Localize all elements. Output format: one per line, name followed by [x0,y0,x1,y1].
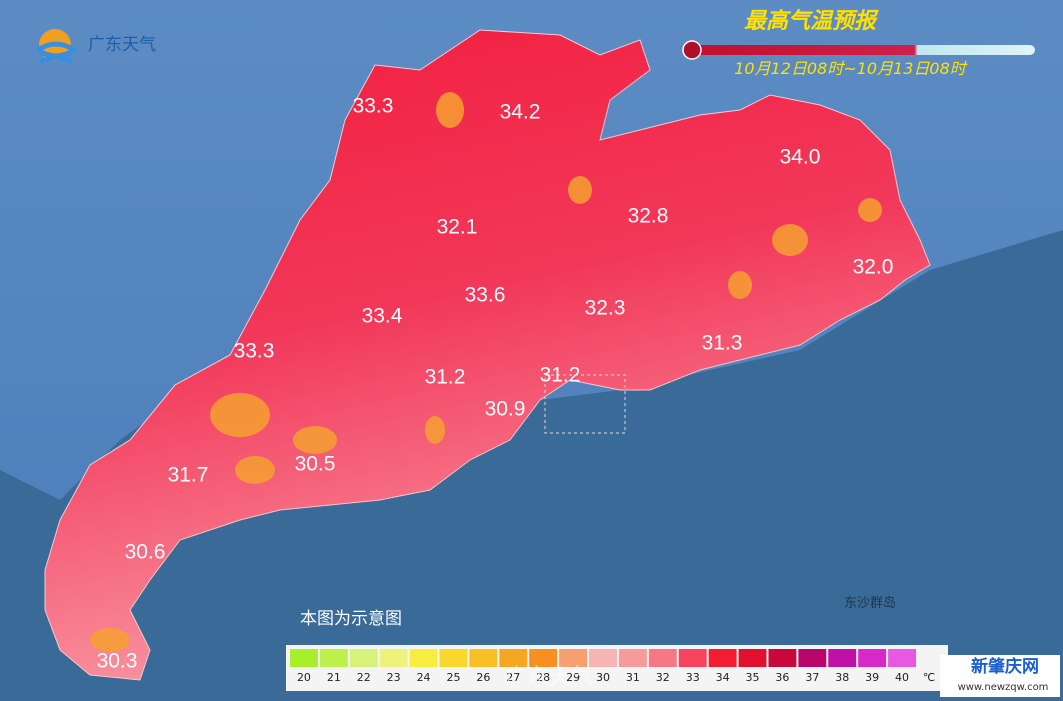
temperature-label: 33.3 [234,340,275,363]
legend-swatch [828,649,857,667]
legend-label: 37 [805,671,819,684]
guangdong-region [44,29,931,681]
legend-swatch [319,649,348,667]
legend-label: 21 [327,671,341,684]
legend-label: 40 [895,671,909,684]
temperature-label: 30.3 [97,650,138,673]
legend-swatch [858,649,887,667]
legend-label: 23 [387,671,401,684]
hk-macau-box [544,374,626,434]
site-name: 新肇庆网 [971,656,1039,677]
legend-label: 29 [566,671,580,684]
temperature-label: 34.0 [780,146,821,169]
temperature-label: 32.1 [437,216,478,239]
legend-label: 32 [656,671,670,684]
logo-text: 广东天气 [88,35,156,55]
legend-swatch [559,649,588,667]
legend-swatch [648,649,677,667]
legend-label: 26 [476,671,490,684]
thermometer-bulb [682,40,702,60]
legend-label: 35 [746,671,760,684]
legend-label: 36 [775,671,789,684]
temperature-label: 31.7 [168,464,209,487]
legend-unit: ℃ [923,671,935,684]
thermometer [690,45,1035,55]
site-url: www.newzqw.com [958,682,1049,693]
note: 本图为示意图 [300,609,402,629]
temperature-label: 32.3 [585,297,626,320]
temperature-label: 33.3 [353,95,394,118]
temperature-label: 33.4 [362,305,403,328]
legend-label: 24 [417,671,431,684]
city-labels: 33.3 34.2 34.0 32.1 32.8 32.0 33.6 33.4 32.3 33.3… [97,95,894,673]
legend-swatch [469,649,498,667]
heat-patches [90,92,882,652]
legend-swatch [618,649,647,667]
legend-swatch [738,649,767,667]
weibo-watermark: 广东天气 [505,665,593,690]
legend-label: 25 [446,671,460,684]
legend-swatch [768,649,797,667]
legend-label: 27 [506,671,520,684]
sea [0,230,1063,701]
site-badge [940,655,1060,697]
legend-swatch [798,649,827,667]
legend-label: 20 [297,671,311,684]
legend-label: 30 [596,671,610,684]
logo-wave [36,41,79,65]
legend: 20 21 22 23 24 25 26 27 28 29 30 31 32 33 34 35 36 37 38 39… [290,649,935,684]
temperature-label: 31.2 [425,366,466,389]
islands-label: 东沙群岛 [844,595,896,611]
legend-swatch [379,649,408,667]
legend-swatch [349,649,378,667]
legend-label: 28 [536,671,550,684]
temperature-label: 33.6 [465,284,506,307]
legend-swatch [708,649,737,667]
legend-swatch [529,649,558,667]
legend-swatch [888,649,916,667]
temperature-label: 32.0 [853,256,894,279]
temperature-label: 32.8 [628,205,669,228]
legend-label: 34 [716,671,730,684]
legend-label: 33 [686,671,700,684]
temperature-label: 30.5 [295,453,336,476]
legend-label: 38 [835,671,849,684]
legend-swatch [409,649,438,667]
temperature-label: 31.2 [540,364,581,387]
title: 最高气温预报 [744,8,879,34]
temperature-label: 30.6 [125,541,166,564]
legend-swatch [589,649,617,667]
temperature-label: 30.9 [485,398,526,421]
legend-swatch [678,649,707,667]
temperature-label: 31.3 [702,332,743,355]
legend-swatch [439,649,468,667]
legend-label: 39 [865,671,879,684]
legend-label: 22 [357,671,371,684]
legend-swatch [290,649,318,667]
legend-swatch [499,649,528,667]
temperature-label: 34.2 [500,101,541,124]
legend-label: 31 [626,671,640,684]
period: 10月12日08时~10月13日08时 [734,59,968,78]
